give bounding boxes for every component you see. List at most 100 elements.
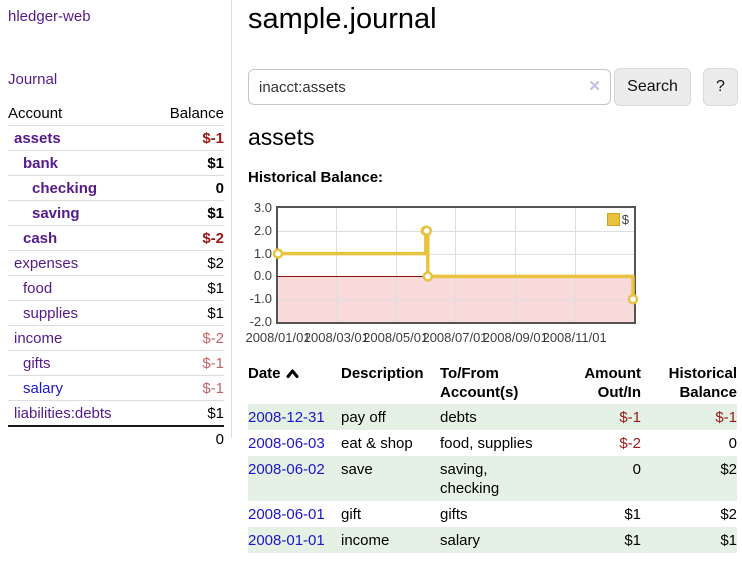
- y-tick-label: -2.0: [249, 314, 272, 329]
- accounts-header-row: Account Balance: [8, 102, 224, 126]
- transaction-date-link[interactable]: 2008-06-03: [248, 435, 325, 452]
- horizontal-gridline: [278, 253, 634, 255]
- accounts-table: Account Balance assets $-1 bank $1 check…: [8, 102, 224, 451]
- account-link[interactable]: bank: [23, 154, 59, 172]
- accounts-total-row: 0: [8, 425, 224, 451]
- clear-search-icon[interactable]: ✕: [588, 78, 601, 95]
- vertical-gridline: [574, 208, 576, 322]
- transaction-date-link[interactable]: 2008-06-01: [248, 506, 325, 523]
- transaction-balance: $2: [720, 506, 737, 523]
- accounts-body: assets $-1 bank $1 checking 0 saving $1 …: [8, 125, 224, 427]
- transaction-accounts: saving, checking: [440, 461, 500, 497]
- account-link[interactable]: liabilities:debts: [14, 404, 112, 422]
- horizontal-gridline: [278, 299, 634, 301]
- vertical-gridline: [455, 208, 456, 322]
- account-row: salary $-1: [8, 375, 224, 401]
- x-tick-label: 2008/07/01: [422, 330, 488, 345]
- app-title-link[interactable]: hledger-web: [8, 8, 91, 25]
- sidebar-item-journal[interactable]: Journal: [8, 71, 58, 88]
- search-box: ✕: [248, 69, 611, 105]
- register-row: 2008-12-31 pay off debts $-1 $-1: [248, 404, 737, 430]
- y-tick-label: -1.0: [249, 291, 272, 307]
- account-row: income $-2: [8, 325, 224, 351]
- transaction-amount: $-1: [619, 409, 641, 426]
- accounts-total-balance: 0: [149, 425, 224, 451]
- vertical-gridline: [515, 208, 517, 322]
- register-table: Date Description To/From Account(s) Amou…: [248, 360, 737, 553]
- accounts-header-balance: Balance: [149, 102, 224, 126]
- search-input[interactable]: [248, 69, 611, 105]
- x-tick-label: 2008/03/01: [303, 330, 369, 345]
- transaction-balance: $1: [720, 532, 737, 549]
- register-body: 2008-12-31 pay off debts $-1 $-1 2008-06…: [248, 404, 737, 553]
- page-title: sample.journal: [248, 3, 437, 35]
- account-balance: $1: [149, 275, 224, 301]
- account-balance: $-1: [149, 350, 224, 376]
- y-tick-label: 1.0: [253, 245, 272, 261]
- account-balance: $1: [149, 150, 224, 176]
- horizontal-gridline: [278, 230, 634, 232]
- account-link[interactable]: income: [14, 329, 63, 347]
- register-header-date: Date: [248, 360, 341, 404]
- y-tick-label: 3.0: [253, 200, 272, 215]
- vertical-gridline: [336, 208, 338, 322]
- account-balance: $2: [149, 250, 224, 276]
- register-row: 2008-06-03 eat & shop food, supplies $-2…: [248, 430, 737, 456]
- account-row: food $1: [8, 275, 224, 301]
- account-link[interactable]: checking: [32, 179, 98, 197]
- account-row: assets $-1: [8, 125, 224, 151]
- transaction-date-link[interactable]: 2008-06-02: [248, 461, 325, 478]
- transaction-balance: $-1: [715, 409, 737, 426]
- legend-label: $: [621, 212, 629, 227]
- search-button[interactable]: Search: [614, 68, 691, 106]
- register-header-amount: Amount Out/In: [584, 365, 641, 401]
- account-link[interactable]: salary: [23, 379, 64, 397]
- account-balance: $-2: [149, 325, 224, 351]
- x-tick-label: 2008/05/01: [363, 330, 429, 345]
- account-heading: assets: [248, 124, 315, 150]
- transaction-amount: $1: [624, 506, 641, 523]
- register-row: 2008-06-02 save saving, checking 0 $2: [248, 456, 737, 501]
- account-link[interactable]: gifts: [23, 354, 51, 372]
- account-balance: $-2: [149, 225, 224, 251]
- transaction-description: income: [341, 532, 390, 549]
- chevron-up-icon: [286, 365, 299, 384]
- account-link[interactable]: expenses: [14, 254, 79, 272]
- transaction-balance: 0: [728, 435, 737, 452]
- account-link[interactable]: saving: [32, 204, 80, 222]
- transaction-date-link[interactable]: 2008-12-31: [248, 409, 325, 426]
- account-link[interactable]: supplies: [23, 304, 79, 322]
- transaction-balance: $2: [720, 461, 737, 478]
- balance-chart: $ 3.0 2.0 1.0 0.0 -1.0 -2.0 2008/01/01 2008/03/…: [245, 199, 688, 351]
- chart-legend: $: [604, 211, 631, 228]
- x-tick-label: 2008/01/01: [245, 330, 311, 345]
- main-content: sample.journal ✕ Search ? assets Histori…: [245, 0, 738, 582]
- account-link[interactable]: cash: [23, 229, 58, 247]
- y-tick-label: 2.0: [253, 222, 272, 238]
- account-link[interactable]: assets: [14, 129, 61, 147]
- help-button[interactable]: ?: [703, 68, 738, 106]
- register-header-balance: Historical Balance: [668, 365, 737, 401]
- account-balance: $1: [149, 200, 224, 226]
- account-balance: $-1: [149, 375, 224, 401]
- transaction-amount: $-2: [619, 435, 641, 452]
- transaction-description: gift: [341, 506, 362, 523]
- account-row: supplies $1: [8, 300, 224, 326]
- x-tick-label: 2008/11/01: [542, 330, 607, 345]
- account-row: expenses $2: [8, 250, 224, 276]
- vertical-gridline: [395, 208, 397, 322]
- sidebar: hledger-web Journal Account Balance asse…: [0, 0, 232, 451]
- account-balance: $-1: [149, 125, 224, 151]
- transaction-accounts: gifts: [440, 506, 468, 523]
- search-form: ✕ Search ?: [248, 68, 738, 106]
- register-row: 2008-01-01 income salary $1 $1: [248, 527, 737, 553]
- account-link[interactable]: food: [23, 279, 53, 297]
- transaction-date-link[interactable]: 2008-01-01: [248, 532, 325, 549]
- chart-line: [272, 225, 639, 305]
- chart-title: Historical Balance:: [248, 169, 384, 186]
- register-header-row: Date Description To/From Account(s) Amou…: [248, 360, 737, 404]
- transaction-amount: 0: [632, 461, 641, 478]
- transaction-description: pay off: [341, 409, 386, 426]
- transaction-amount: $1: [624, 532, 641, 549]
- register-header-description: Description: [341, 365, 424, 382]
